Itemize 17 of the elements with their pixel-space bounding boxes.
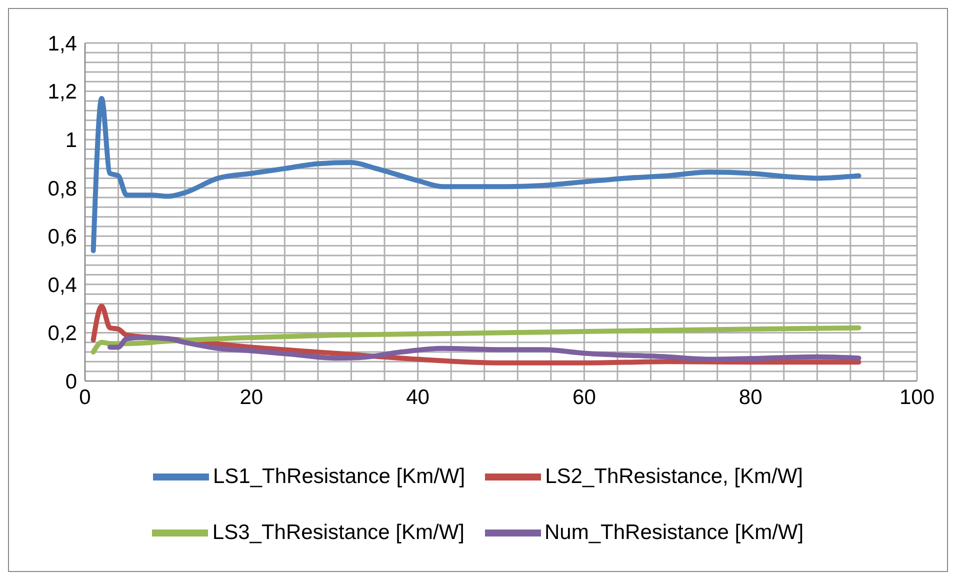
y-tick-label: 1 (65, 129, 77, 152)
x-tick-label: 20 (240, 386, 264, 409)
y-tick-label: 1,4 (48, 32, 78, 56)
legend-label: LS1_ThResistance [Km/W] (212, 464, 466, 488)
legend-label: Num_ThResistance [Km/W] (544, 520, 804, 544)
x-tick-label: 80 (738, 386, 762, 409)
y-tick-label: 0,4 (48, 274, 78, 297)
legend-label: LS2_ThResistance, [Km/W] (545, 464, 804, 488)
y-tick-label: 0,2 (48, 322, 77, 346)
y-tick-label: 1,2 (48, 80, 77, 104)
x-tick-label: 60 (572, 386, 596, 409)
y-tick-label: 0,6 (48, 226, 77, 249)
y-tick-label: 0,8 (48, 177, 77, 200)
x-tick-label: 40 (406, 386, 430, 409)
y-tick-label: 0 (65, 370, 77, 394)
x-tick-label: 100 (899, 386, 935, 409)
legend-label: LS3_ThResistance [Km/W] (212, 520, 464, 544)
